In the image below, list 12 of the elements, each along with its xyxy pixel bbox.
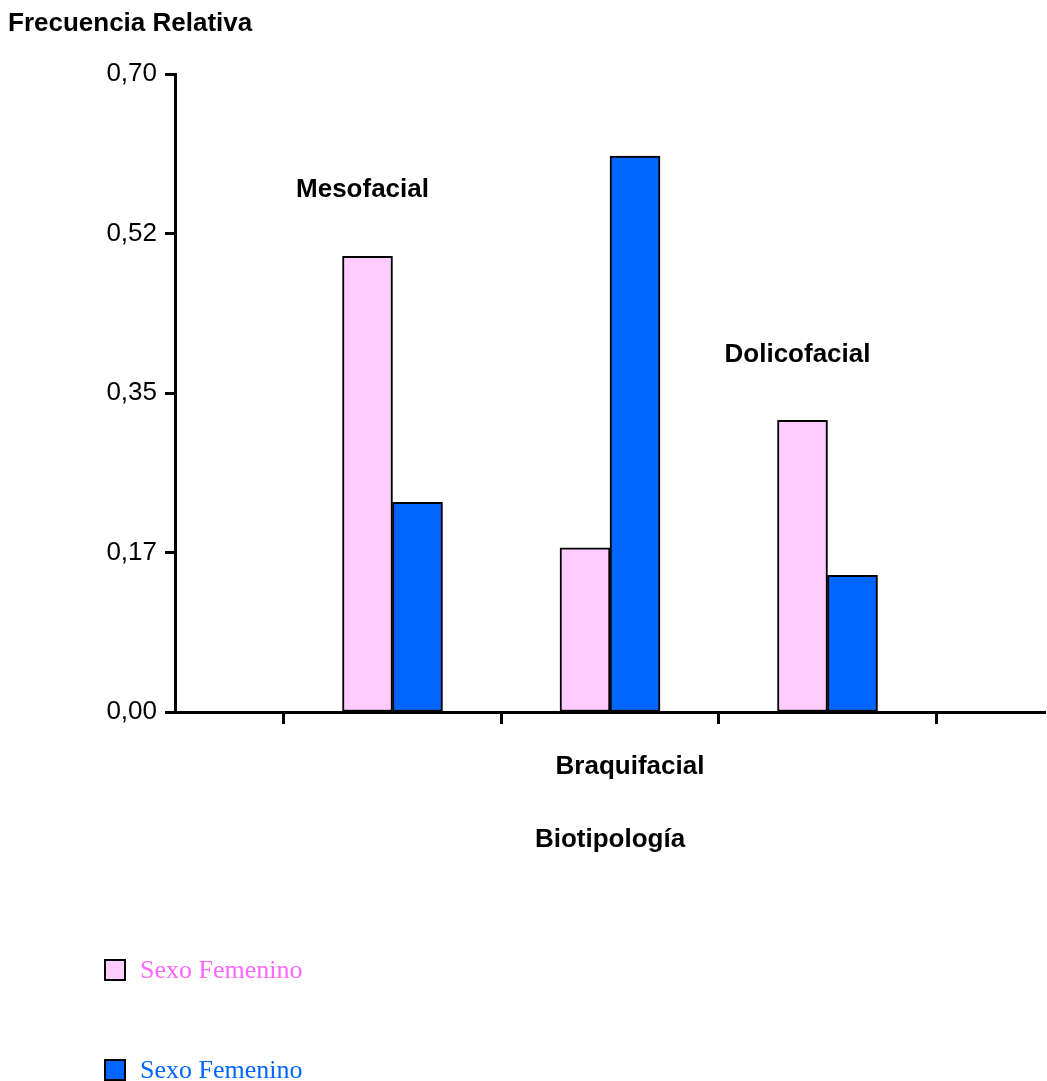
y-axis-title: Frecuencia Relativa [8, 7, 253, 38]
x-axis-title: Biotipología [534, 823, 686, 854]
y-tick-label: 0,35 [106, 376, 157, 407]
x-tick-label: Mesofacial [296, 173, 429, 204]
y-tick-label: 0,70 [106, 57, 157, 88]
x-tick-label: Braquifacial [555, 750, 705, 781]
x-tick-label: Dolicofacial [724, 337, 871, 368]
y-tick-label: 0,00 [106, 695, 157, 726]
legend-label: Sexo Femenino [140, 1055, 303, 1081]
y-tick-label: 0,52 [106, 216, 157, 247]
y-tick-label: 0,17 [106, 535, 157, 566]
legend-label: Sexo Femenino [140, 955, 303, 985]
